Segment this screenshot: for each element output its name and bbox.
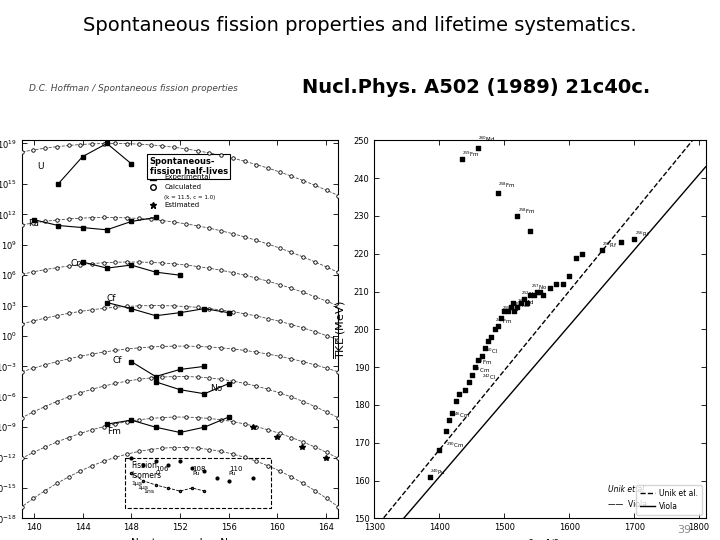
Point: [472, 355, 484, 364]
Point: [507, 299, 518, 307]
Point: [450, 397, 462, 406]
Text: Spontaneous-
fission half-lives: Spontaneous- fission half-lives: [150, 157, 228, 176]
Point: [551, 280, 562, 288]
Text: Fission
Isomers: Fission Isomers: [131, 461, 161, 480]
Text: No: No: [210, 384, 222, 393]
Text: $^{242}$Cl: $^{242}$Cl: [482, 373, 496, 382]
Point: [469, 363, 481, 372]
Point: [498, 306, 510, 315]
Legend: Unik et al., Viola: Unik et al., Viola: [636, 485, 702, 515]
Text: Pu: Pu: [192, 471, 199, 476]
Text: Estimated: Estimated: [164, 202, 199, 208]
Text: Nucl.Phys. A502 (1989) 21c40c.: Nucl.Phys. A502 (1989) 21c40c.: [302, 78, 651, 97]
Text: D.C. Hoffman / Spontaneous fission properties: D.C. Hoffman / Spontaneous fission prope…: [29, 84, 238, 93]
Text: $^{350}$Cl: $^{350}$Cl: [484, 347, 498, 356]
Point: [466, 370, 477, 379]
Point: [528, 291, 539, 300]
Text: 106: 106: [156, 466, 169, 472]
Text: U: U: [156, 471, 160, 476]
Text: Fm: Fm: [107, 427, 121, 436]
Text: ——  Viola: —— Viola: [608, 500, 647, 509]
Text: 108: 108: [192, 466, 206, 472]
Text: 110: 110: [229, 466, 242, 472]
Point: [577, 249, 588, 258]
Text: 1μs: 1μs: [131, 481, 143, 486]
Text: $^{258}$Fm: $^{258}$Fm: [498, 180, 516, 190]
Text: $^{290}$Cm: $^{290}$Cm: [446, 441, 464, 450]
Point: [472, 144, 484, 152]
Point: [482, 336, 494, 345]
Text: Calculated: Calculated: [164, 184, 201, 190]
Point: [518, 295, 529, 303]
Point: [511, 212, 523, 220]
Point: [444, 416, 455, 424]
Text: $^{259}$Fm: $^{259}$Fm: [462, 150, 480, 159]
Point: [511, 302, 523, 311]
Point: [544, 284, 556, 292]
Point: [508, 306, 520, 315]
Point: [616, 238, 627, 247]
Point: [476, 352, 487, 360]
Point: [564, 272, 575, 281]
Point: [570, 253, 582, 262]
Text: $^{248}$Fm: $^{248}$Fm: [495, 316, 512, 326]
Point: [505, 302, 516, 311]
Text: $^{242}$Cm: $^{242}$Cm: [472, 366, 490, 375]
Text: $^{256}$Rf: $^{256}$Rf: [635, 230, 650, 239]
Point: [453, 389, 464, 398]
Text: Spontaneous fission properties and lifetime systematics.: Spontaneous fission properties and lifet…: [84, 16, 636, 35]
Point: [440, 427, 451, 436]
X-axis label: Neutron number N: Neutron number N: [132, 538, 228, 540]
Point: [433, 446, 445, 455]
Point: [492, 321, 503, 330]
Point: [489, 325, 500, 334]
Point: [446, 408, 458, 417]
Text: (k = 11.5, c = 1.0): (k = 11.5, c = 1.0): [164, 194, 215, 200]
Text: $^{252}$No: $^{252}$No: [521, 290, 537, 299]
Point: [524, 227, 536, 235]
Text: Cf: Cf: [113, 356, 122, 366]
Y-axis label: $\overline{\rm TKE}$ (MeV): $\overline{\rm TKE}$ (MeV): [333, 300, 348, 359]
Point: [515, 299, 526, 307]
Text: 1ns: 1ns: [143, 489, 155, 494]
Point: [456, 155, 468, 164]
Text: $^{258}$Fm: $^{258}$Fm: [518, 207, 536, 216]
Point: [495, 314, 507, 322]
Point: [459, 386, 471, 394]
Point: [524, 291, 536, 300]
Text: $^{255}$Md: $^{255}$Md: [502, 305, 519, 314]
Point: [538, 291, 549, 300]
Point: [479, 344, 490, 353]
Text: $^{240}$Pu: $^{240}$Pu: [430, 468, 446, 477]
Text: $^{258}$Rf: $^{258}$Rf: [603, 241, 618, 250]
Text: $^{260}$Md: $^{260}$Md: [517, 298, 534, 307]
Point: [485, 333, 497, 341]
Point: [531, 287, 542, 296]
Text: Cm: Cm: [71, 259, 86, 268]
Text: Unik et al: Unik et al: [608, 485, 644, 494]
Text: U: U: [37, 162, 44, 171]
Text: $^{257}$No: $^{257}$No: [531, 282, 547, 292]
X-axis label: Z$^2$/A$^{1/3}$: Z$^2$/A$^{1/3}$: [521, 538, 559, 540]
Text: 1μs: 1μs: [138, 485, 148, 490]
Text: Pu: Pu: [229, 471, 236, 476]
Point: [492, 189, 503, 198]
Point: [557, 280, 569, 288]
Point: [521, 299, 533, 307]
Point: [424, 472, 436, 481]
Point: [463, 378, 474, 387]
Text: $^{252}$Fm: $^{252}$Fm: [475, 358, 492, 367]
Point: [596, 246, 608, 254]
Text: $^{260}$Md: $^{260}$Md: [478, 135, 495, 144]
Text: $^{153}$No: $^{153}$No: [514, 301, 531, 310]
Text: Pu: Pu: [27, 219, 39, 227]
Text: Experimental: Experimental: [164, 174, 211, 180]
Text: $^{246}$Cm: $^{246}$Cm: [452, 411, 471, 420]
Point: [502, 306, 513, 315]
Text: 39: 39: [677, 524, 691, 535]
Text: Cf: Cf: [107, 294, 117, 303]
Point: [629, 234, 640, 243]
Point: [534, 287, 546, 296]
